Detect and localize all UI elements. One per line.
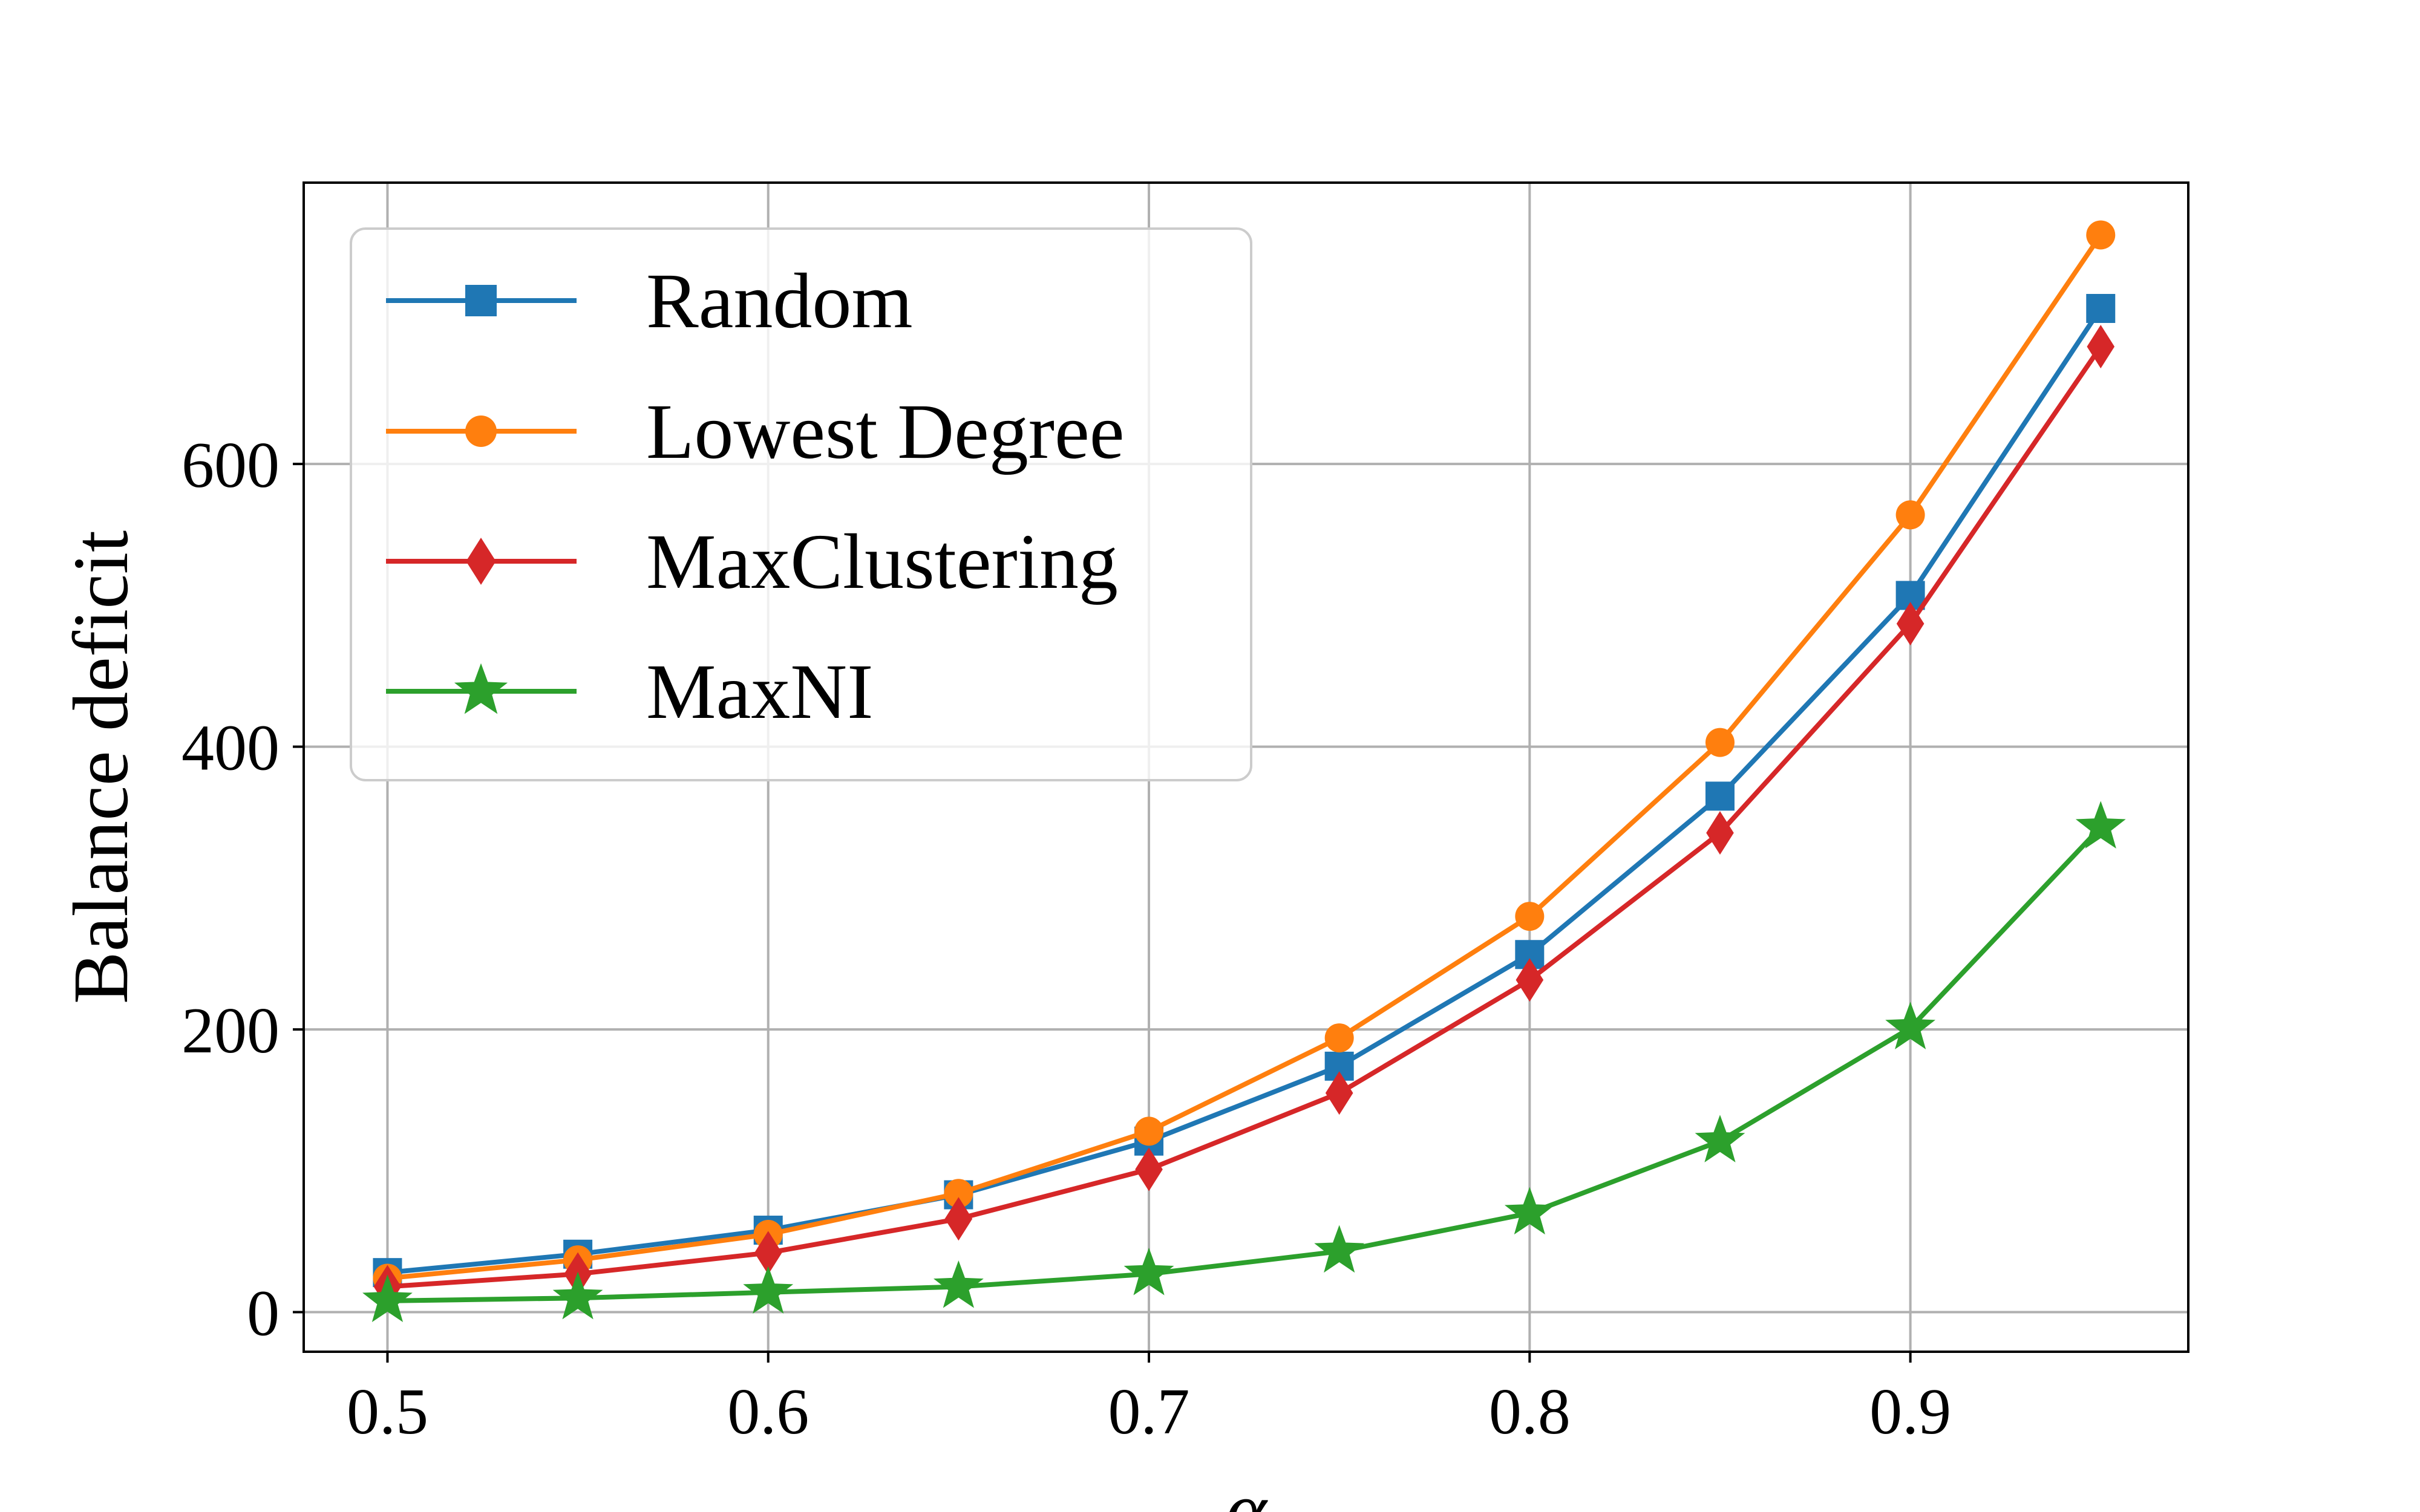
data-point: [1895, 581, 1925, 610]
data-point: [362, 1274, 413, 1323]
data-point: [1515, 902, 1545, 931]
data-point: [1695, 1115, 1745, 1162]
legend-marker: [465, 285, 497, 316]
axis-ticks: 0.5 0.6 0.7 0.8 0.9 0 200 400 600: [182, 429, 1951, 1448]
y-tick-label: 0: [247, 1278, 280, 1350]
data-point: [754, 1231, 782, 1275]
x-tick-label: 0.9: [1869, 1376, 1951, 1448]
y-axis-label: Balance deficit: [57, 530, 145, 1004]
data-point: [552, 1271, 603, 1320]
legend-frame: [350, 227, 1252, 781]
x-axis-label: α: [1225, 1467, 1268, 1512]
legend-marker: [465, 415, 497, 447]
data-point: [1896, 602, 1925, 646]
data-point: [1885, 1002, 1936, 1049]
series-line: [387, 345, 2103, 1289]
legend-label: Random: [646, 258, 913, 345]
y-tick-label: 200: [182, 995, 280, 1067]
data-point: [933, 1260, 984, 1308]
data-point: [1324, 1023, 1354, 1053]
data-point: [1324, 1051, 1354, 1081]
data-point: [2075, 801, 2126, 849]
legend-label: MaxNI: [646, 648, 873, 735]
legend-label: MaxClustering: [646, 518, 1118, 605]
data-point: [944, 1197, 973, 1241]
series-line: [387, 826, 2103, 1303]
plot-frame: [302, 181, 2189, 1353]
data-point: [1123, 1247, 1174, 1295]
data-point: [1504, 1187, 1555, 1235]
data-point: [1135, 1147, 1163, 1191]
x-tick-label: 0.7: [1108, 1376, 1190, 1448]
data-point: [944, 1179, 973, 1208]
data-point: [1515, 940, 1545, 969]
data-point: [743, 1266, 794, 1314]
data-point: [1325, 1071, 1353, 1115]
plot-series: [362, 220, 2126, 1323]
series-line: [387, 307, 2103, 1276]
legend-marker: [454, 663, 508, 714]
data-point: [1705, 728, 1735, 757]
legend: Random Lowest Degree MaxClustering MaxNI: [350, 227, 1252, 781]
x-tick-label: 0.8: [1489, 1376, 1571, 1448]
legend-marker: [466, 538, 496, 585]
data-point: [1134, 1116, 1164, 1146]
data-point: [1705, 781, 1735, 811]
data-point: [2086, 220, 2116, 250]
x-tick-label: 0.6: [727, 1376, 809, 1448]
series-maxni: [362, 801, 2126, 1323]
legend-label: Lowest Degree: [646, 388, 1124, 475]
x-tick-label: 0.5: [347, 1376, 428, 1448]
data-point: [2086, 294, 2116, 324]
data-point: [1895, 500, 1925, 530]
data-point: [1516, 958, 1544, 1002]
data-point: [1706, 811, 1734, 855]
series-line: [387, 233, 2103, 1281]
data-point: [2087, 325, 2115, 369]
y-tick-label: 400: [182, 712, 280, 784]
y-tick-label: 600: [182, 429, 280, 501]
data-point: [1314, 1225, 1365, 1273]
